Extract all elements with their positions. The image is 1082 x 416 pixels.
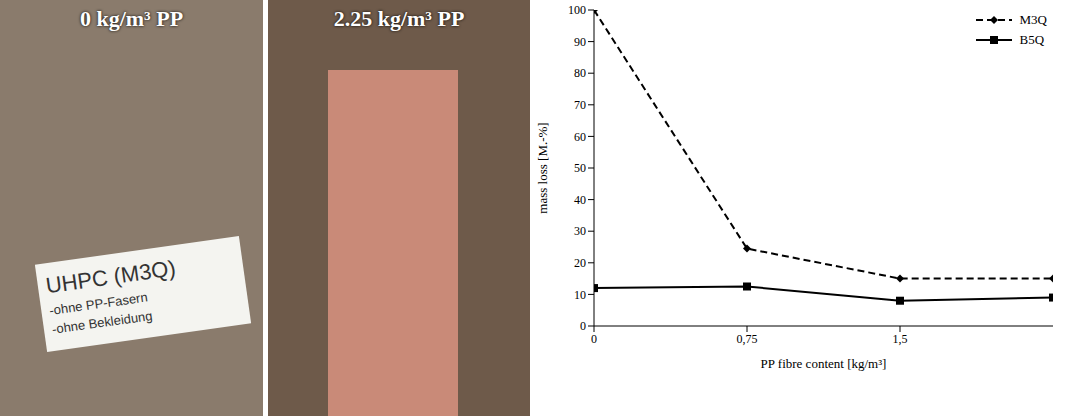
html-text:0 kg/m³ PP: 0 kg/m³ PP [79, 6, 184, 31]
svg-text:50: 50 [574, 161, 586, 175]
svg-text:1,5: 1,5 [893, 332, 908, 346]
svg-text:10: 10 [574, 288, 586, 302]
svg-text:0: 0 [580, 319, 586, 333]
svg-text:40: 40 [574, 193, 586, 207]
html-text:-ohne Bekleidung: -ohne Bekleidung [51, 308, 154, 337]
svg-text:0,75: 0,75 [737, 332, 758, 346]
svg-text:80: 80 [574, 66, 586, 80]
html-text:UHPC (M3Q): UHPC (M3Q) [44, 255, 178, 299]
svg-text:60: 60 [574, 130, 586, 144]
svg-text:90: 90 [574, 35, 586, 49]
html-text:M3Q: M3Q [1019, 12, 1047, 27]
html-text:2.25 kg/m³ PP: 2.25 kg/m³ PP [333, 6, 465, 31]
html-text:-ohne PP-Fasern: -ohne PP-Fasern [48, 289, 149, 319]
svg-text:mass loss [M.-%]: mass loss [M.-%] [535, 122, 550, 213]
svg-text:70: 70 [574, 98, 586, 112]
svg-text:0: 0 [591, 332, 597, 346]
svg-text:100: 100 [568, 3, 586, 17]
svg-text:30: 30 [574, 224, 586, 238]
svg-text:20: 20 [574, 256, 586, 270]
svg-text:PP fibre content [kg/m³]: PP fibre content [kg/m³] [761, 356, 887, 371]
html-text:B5Q: B5Q [1019, 32, 1045, 47]
